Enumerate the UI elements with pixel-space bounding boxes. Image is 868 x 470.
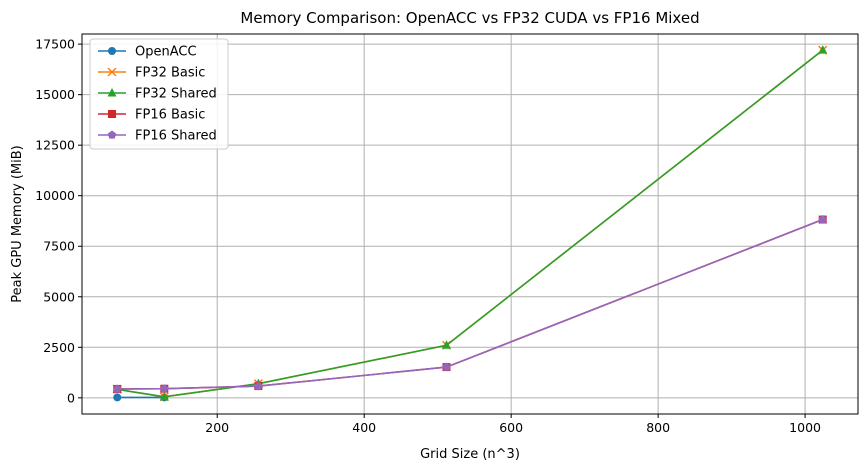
legend-marker-fp32-basic bbox=[107, 67, 117, 77]
y-tick-label: 7500 bbox=[43, 239, 75, 254]
legend-item-fp32-shared: FP32 Shared bbox=[98, 87, 217, 102]
series-fp16-shared bbox=[112, 215, 828, 393]
legend: OpenACC FP32 Basic FP32 Shared FP16 Basic FP… bbox=[89, 38, 229, 150]
series-layer bbox=[112, 45, 828, 402]
legend-label-fp32-basic: FP32 Basic bbox=[135, 66, 205, 81]
data-point-fp16-shared bbox=[112, 384, 122, 393]
legend-box bbox=[89, 38, 229, 150]
x-axis-label: Grid Size (n^3) bbox=[420, 447, 520, 462]
legend-item-fp16-basic: FP16 Basic bbox=[98, 108, 205, 123]
data-point-fp32-shared bbox=[159, 391, 169, 401]
series-line-fp16-basic bbox=[117, 218, 824, 390]
x-tick-label: 600 bbox=[499, 420, 523, 435]
data-point-fp16-shared bbox=[818, 215, 828, 224]
chart-title: Memory Comparison: OpenACC vs FP32 CUDA … bbox=[240, 9, 699, 27]
legend-label-fp16-shared: FP16 Shared bbox=[135, 129, 217, 144]
series-fp16-basic bbox=[113, 215, 827, 393]
y-tick-label: 12500 bbox=[35, 138, 75, 153]
series-line-fp16-shared bbox=[117, 218, 824, 390]
y-tick-label: 17500 bbox=[35, 37, 75, 52]
axis-ticks: 200 400 600 800 1000025005000750010000125001… bbox=[35, 37, 821, 435]
data-point-fp16-shared bbox=[442, 362, 451, 371]
x-tick-label: 800 bbox=[646, 420, 670, 435]
legend-label-fp32-shared: FP32 Shared bbox=[135, 87, 217, 102]
legend-label-openacc: OpenACC bbox=[135, 45, 197, 60]
data-point-fp32-shared bbox=[441, 340, 451, 349]
plot-frame bbox=[81, 33, 859, 415]
y-tick-label: 0 bbox=[67, 390, 75, 405]
legend-marker-fp16-shared bbox=[107, 130, 117, 139]
y-tick-label: 5000 bbox=[43, 289, 75, 304]
y-tick-label: 10000 bbox=[35, 188, 75, 203]
legend-marker-fp32-shared bbox=[107, 88, 117, 97]
legend-marker-fp16-basic bbox=[108, 110, 116, 118]
y-tick-label: 15000 bbox=[35, 87, 75, 102]
y-tick-label: 2500 bbox=[43, 340, 75, 355]
legend-item-fp32-basic: FP32 Basic bbox=[98, 66, 205, 81]
y-axis-label: Peak GPU Memory (MiB) bbox=[10, 145, 25, 302]
x-tick-label: 1000 bbox=[789, 420, 821, 435]
data-point-fp16-shared bbox=[254, 381, 263, 390]
legend-item-fp16-shared: FP16 Shared bbox=[98, 129, 217, 144]
data-point-openacc bbox=[113, 393, 122, 402]
x-tick-label: 400 bbox=[352, 420, 376, 435]
legend-label-fp16-basic: FP16 Basic bbox=[135, 108, 205, 123]
data-point-fp32-shared bbox=[818, 45, 828, 54]
data-point-fp16-shared bbox=[160, 384, 169, 393]
legend-marker-openacc bbox=[108, 47, 116, 55]
legend-item-openacc: OpenACC bbox=[98, 45, 197, 60]
x-tick-label: 200 bbox=[205, 420, 229, 435]
